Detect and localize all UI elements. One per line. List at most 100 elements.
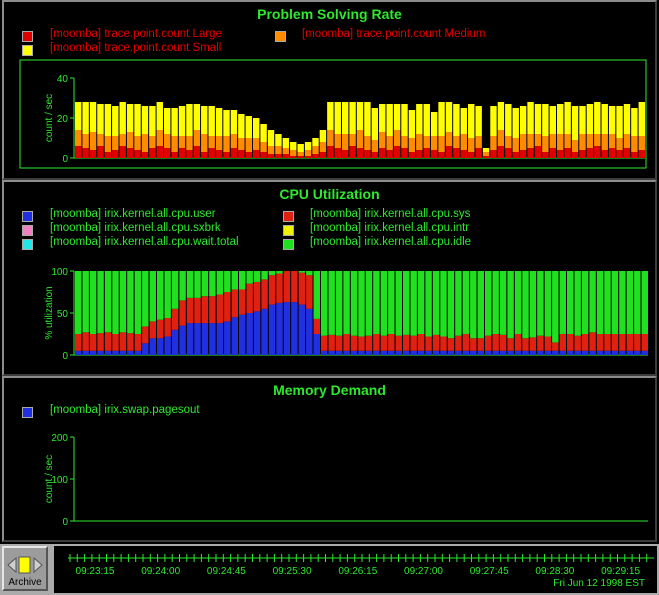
bar-segment bbox=[557, 150, 564, 158]
bar-segment bbox=[349, 134, 356, 146]
legend-label-pagesout: [moomba] irix.swap.pagesout bbox=[50, 404, 200, 416]
bar-segment bbox=[393, 104, 401, 130]
bar-segment bbox=[156, 130, 163, 146]
bar-segment bbox=[373, 271, 380, 334]
bar-segment bbox=[164, 318, 171, 337]
bar-segment bbox=[432, 350, 440, 355]
bar-segment bbox=[276, 273, 283, 303]
bar-segment bbox=[438, 136, 445, 152]
bar-segment bbox=[231, 271, 238, 290]
bar-segment bbox=[171, 152, 178, 158]
bar-segment bbox=[134, 136, 141, 150]
bar-segment bbox=[468, 104, 475, 138]
time-control-bar: Archive 09:23:15 09:24:00 09:24:45 09:25:30… bbox=[0, 544, 659, 595]
bar-segment bbox=[245, 152, 252, 158]
bar-segment bbox=[223, 110, 230, 136]
memory-demand-chart: 0 100 200 count / sec bbox=[44, 433, 648, 528]
bar-segment bbox=[343, 334, 350, 351]
legend-label-user: [moomba] irix.kernel.all.cpu.user bbox=[50, 208, 216, 220]
bar-segment bbox=[534, 134, 542, 146]
bar-segment bbox=[253, 281, 261, 312]
bar-segment bbox=[253, 311, 261, 355]
bar-segment bbox=[334, 102, 341, 134]
bar-segment bbox=[522, 350, 529, 355]
bar-segment bbox=[432, 334, 440, 351]
bar-segment bbox=[201, 323, 209, 355]
bar-segment bbox=[89, 150, 97, 158]
bar-segment bbox=[534, 104, 542, 134]
bar-segment bbox=[440, 350, 447, 355]
bar-segment bbox=[304, 150, 312, 156]
bar-segment bbox=[349, 102, 356, 134]
problem-solving-title: Problem Solving Rate bbox=[257, 6, 402, 22]
bar-segment bbox=[267, 130, 275, 146]
bar-segment bbox=[142, 326, 149, 344]
legend-swatch-wait bbox=[22, 239, 33, 250]
bar-segment bbox=[410, 271, 417, 336]
bar-segment bbox=[201, 271, 209, 297]
bar-segment bbox=[171, 308, 179, 330]
bar-segment bbox=[388, 334, 395, 351]
bar-segment bbox=[430, 136, 438, 150]
time-tick-label: 09:27:45 bbox=[469, 566, 509, 577]
bar-segment bbox=[497, 102, 505, 130]
bar-segment bbox=[171, 136, 178, 152]
bar-segment bbox=[505, 148, 512, 158]
bar-segment bbox=[631, 152, 638, 158]
bar-segment bbox=[552, 342, 559, 351]
bar-segment bbox=[142, 271, 149, 327]
bar-segment bbox=[335, 335, 343, 351]
time-axis-ticks bbox=[68, 554, 654, 562]
bar-segment bbox=[638, 150, 645, 158]
bar-segment bbox=[171, 108, 178, 136]
bar-segment bbox=[178, 136, 186, 148]
bar-segment bbox=[619, 271, 626, 334]
bar-segment bbox=[268, 275, 276, 305]
bar-segment bbox=[365, 271, 373, 336]
bar-segment bbox=[238, 138, 245, 150]
bar-segment bbox=[440, 336, 447, 351]
bar-segment bbox=[252, 150, 260, 158]
bar-segment bbox=[619, 350, 626, 355]
bar-segment bbox=[379, 132, 386, 148]
bar-segment bbox=[626, 271, 634, 334]
time-axis[interactable]: 09:23:15 09:24:00 09:24:45 09:25:30 09:26:15… bbox=[54, 546, 657, 593]
bar-segment bbox=[282, 154, 290, 158]
bar-segment bbox=[224, 271, 231, 292]
time-tick-label: 09:28:30 bbox=[535, 566, 575, 577]
time-tick-label: 09:29:15 bbox=[601, 566, 641, 577]
bar-segment bbox=[423, 136, 430, 148]
bar-segment bbox=[631, 136, 638, 152]
bar-segment bbox=[601, 150, 608, 158]
bar-segment bbox=[89, 350, 97, 355]
bar-segment bbox=[327, 102, 334, 130]
bar-segment bbox=[604, 271, 611, 334]
bar-segment bbox=[445, 132, 453, 146]
bar-segment bbox=[549, 148, 557, 158]
bar-segment bbox=[178, 106, 186, 136]
bar-segment bbox=[438, 102, 445, 136]
bar-segment bbox=[75, 146, 82, 158]
bar-segment bbox=[216, 271, 224, 295]
bar-segment bbox=[141, 134, 149, 152]
y-tick-label: 50 bbox=[57, 309, 69, 320]
bar-segment bbox=[490, 136, 497, 150]
archive-button[interactable]: Archive bbox=[2, 546, 48, 591]
bar-segment bbox=[571, 140, 579, 152]
bar-segment bbox=[171, 329, 179, 355]
bar-segment bbox=[104, 152, 112, 158]
bar-segment bbox=[75, 334, 82, 351]
bar-segment bbox=[238, 114, 245, 138]
bar-segment bbox=[291, 271, 298, 303]
bar-segment bbox=[164, 336, 171, 355]
bar-segment bbox=[194, 271, 201, 298]
bar-segment bbox=[75, 350, 82, 355]
bar-segment bbox=[417, 334, 425, 351]
bar-segment bbox=[638, 136, 645, 150]
bar-segment bbox=[298, 271, 306, 273]
bar-segment bbox=[499, 334, 507, 351]
bar-segment bbox=[403, 271, 410, 335]
y-axis-label: % utilization bbox=[44, 286, 55, 339]
bar-segment bbox=[275, 154, 282, 158]
bar-segment bbox=[261, 279, 268, 309]
